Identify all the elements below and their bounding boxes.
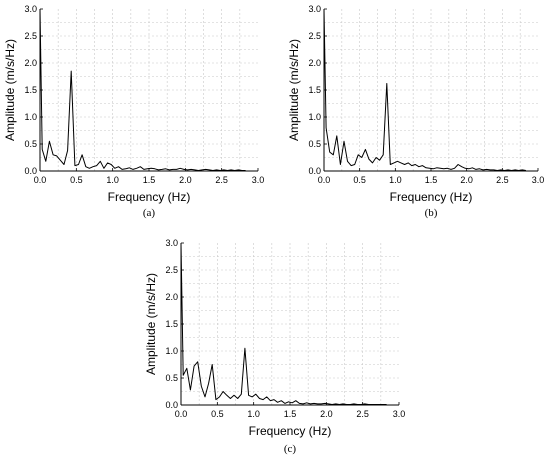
x-tick-label: 2.5 [496,175,509,185]
series-line [39,8,246,171]
y-tick-label: 1.5 [24,85,37,95]
y-tick-label: 3.0 [165,238,178,248]
x-tick-label: 1.5 [425,175,438,185]
y-tick-label: 1.0 [24,112,37,122]
y-tick-label: 2.0 [24,58,37,68]
chart-panel-b: 0.0 0.5 1.0 1.5 2.0 2.5 3.0 0.0 0.5 1.0 1.5 2.0 2.5 3… [287,4,544,219]
x-tick-label: 3.0 [393,409,406,419]
y-tick-label: 0.0 [165,400,178,410]
series-line [323,8,526,171]
x-tick-label: 2.0 [179,175,192,185]
y-axis-label: Amplitude (m/s/Hz) [3,39,17,141]
y-tick-label: 1.0 [308,112,321,122]
panel-label: (b) [425,207,438,219]
x-axis-label: Frequency (Hz) [249,424,332,438]
x-tick-label: 2.0 [460,175,473,185]
grid [40,9,258,171]
y-tick-label: 0.5 [24,139,37,149]
x-tick-label: 0.0 [175,409,188,419]
y-tick-label: 2.0 [165,292,178,302]
y-tick-label: 2.5 [24,31,37,41]
x-tick-label: 0.5 [353,175,366,185]
x-tick-label: 3.0 [252,175,265,185]
y-tick-label: 3.0 [308,4,321,14]
y-tick-label: 0.0 [308,166,321,176]
x-tick-label: 0.5 [211,409,224,419]
chart-panel-a: 0.0 0.5 1.0 1.5 2.0 2.5 3.0 0.0 0.5 1.0 1.5 2.0 2.5 3… [3,4,264,219]
chart-panel-c: 0.0 0.5 1.0 1.5 2.0 2.5 3.0 0.0 0.5 1.0 1.5 2.0 2.5 3… [144,238,405,455]
y-axis-label: Amplitude (m/s/Hz) [287,39,301,141]
x-tick-label: 1.0 [247,409,260,419]
y-tick-label: 0.5 [308,139,321,149]
x-tick-label: 1.5 [284,409,297,419]
x-tick-label: 3.0 [532,175,545,185]
panel-label: (a) [143,207,156,219]
grid [324,9,538,171]
y-tick-label: 3.0 [24,4,37,14]
y-tick-label: 0.5 [165,373,178,383]
x-tick-label: 1.0 [389,175,402,185]
x-axis-label: Frequency (Hz) [390,190,473,204]
x-tick-label: 0.0 [318,175,331,185]
y-tick-label: 2.5 [165,265,178,275]
grid [181,243,399,405]
y-tick-label: 1.0 [165,346,178,356]
y-tick-label: 2.0 [308,58,321,68]
x-tick-label: 2.5 [215,175,228,185]
x-tick-label: 0.0 [34,175,47,185]
x-tick-label: 1.5 [143,175,156,185]
y-tick-label: 1.5 [308,85,321,95]
y-tick-label: 2.5 [308,31,321,41]
x-tick-label: 2.5 [356,409,369,419]
x-axis-label: Frequency (Hz) [108,190,191,204]
panel-label: (c) [284,443,297,455]
series-line [180,242,387,405]
x-tick-label: 2.0 [320,409,333,419]
x-tick-label: 1.0 [106,175,119,185]
y-tick-label: 0.0 [24,166,37,176]
y-axis-label: Amplitude (m/s/Hz) [144,273,158,375]
x-tick-label: 0.5 [70,175,83,185]
y-tick-label: 1.5 [165,319,178,329]
